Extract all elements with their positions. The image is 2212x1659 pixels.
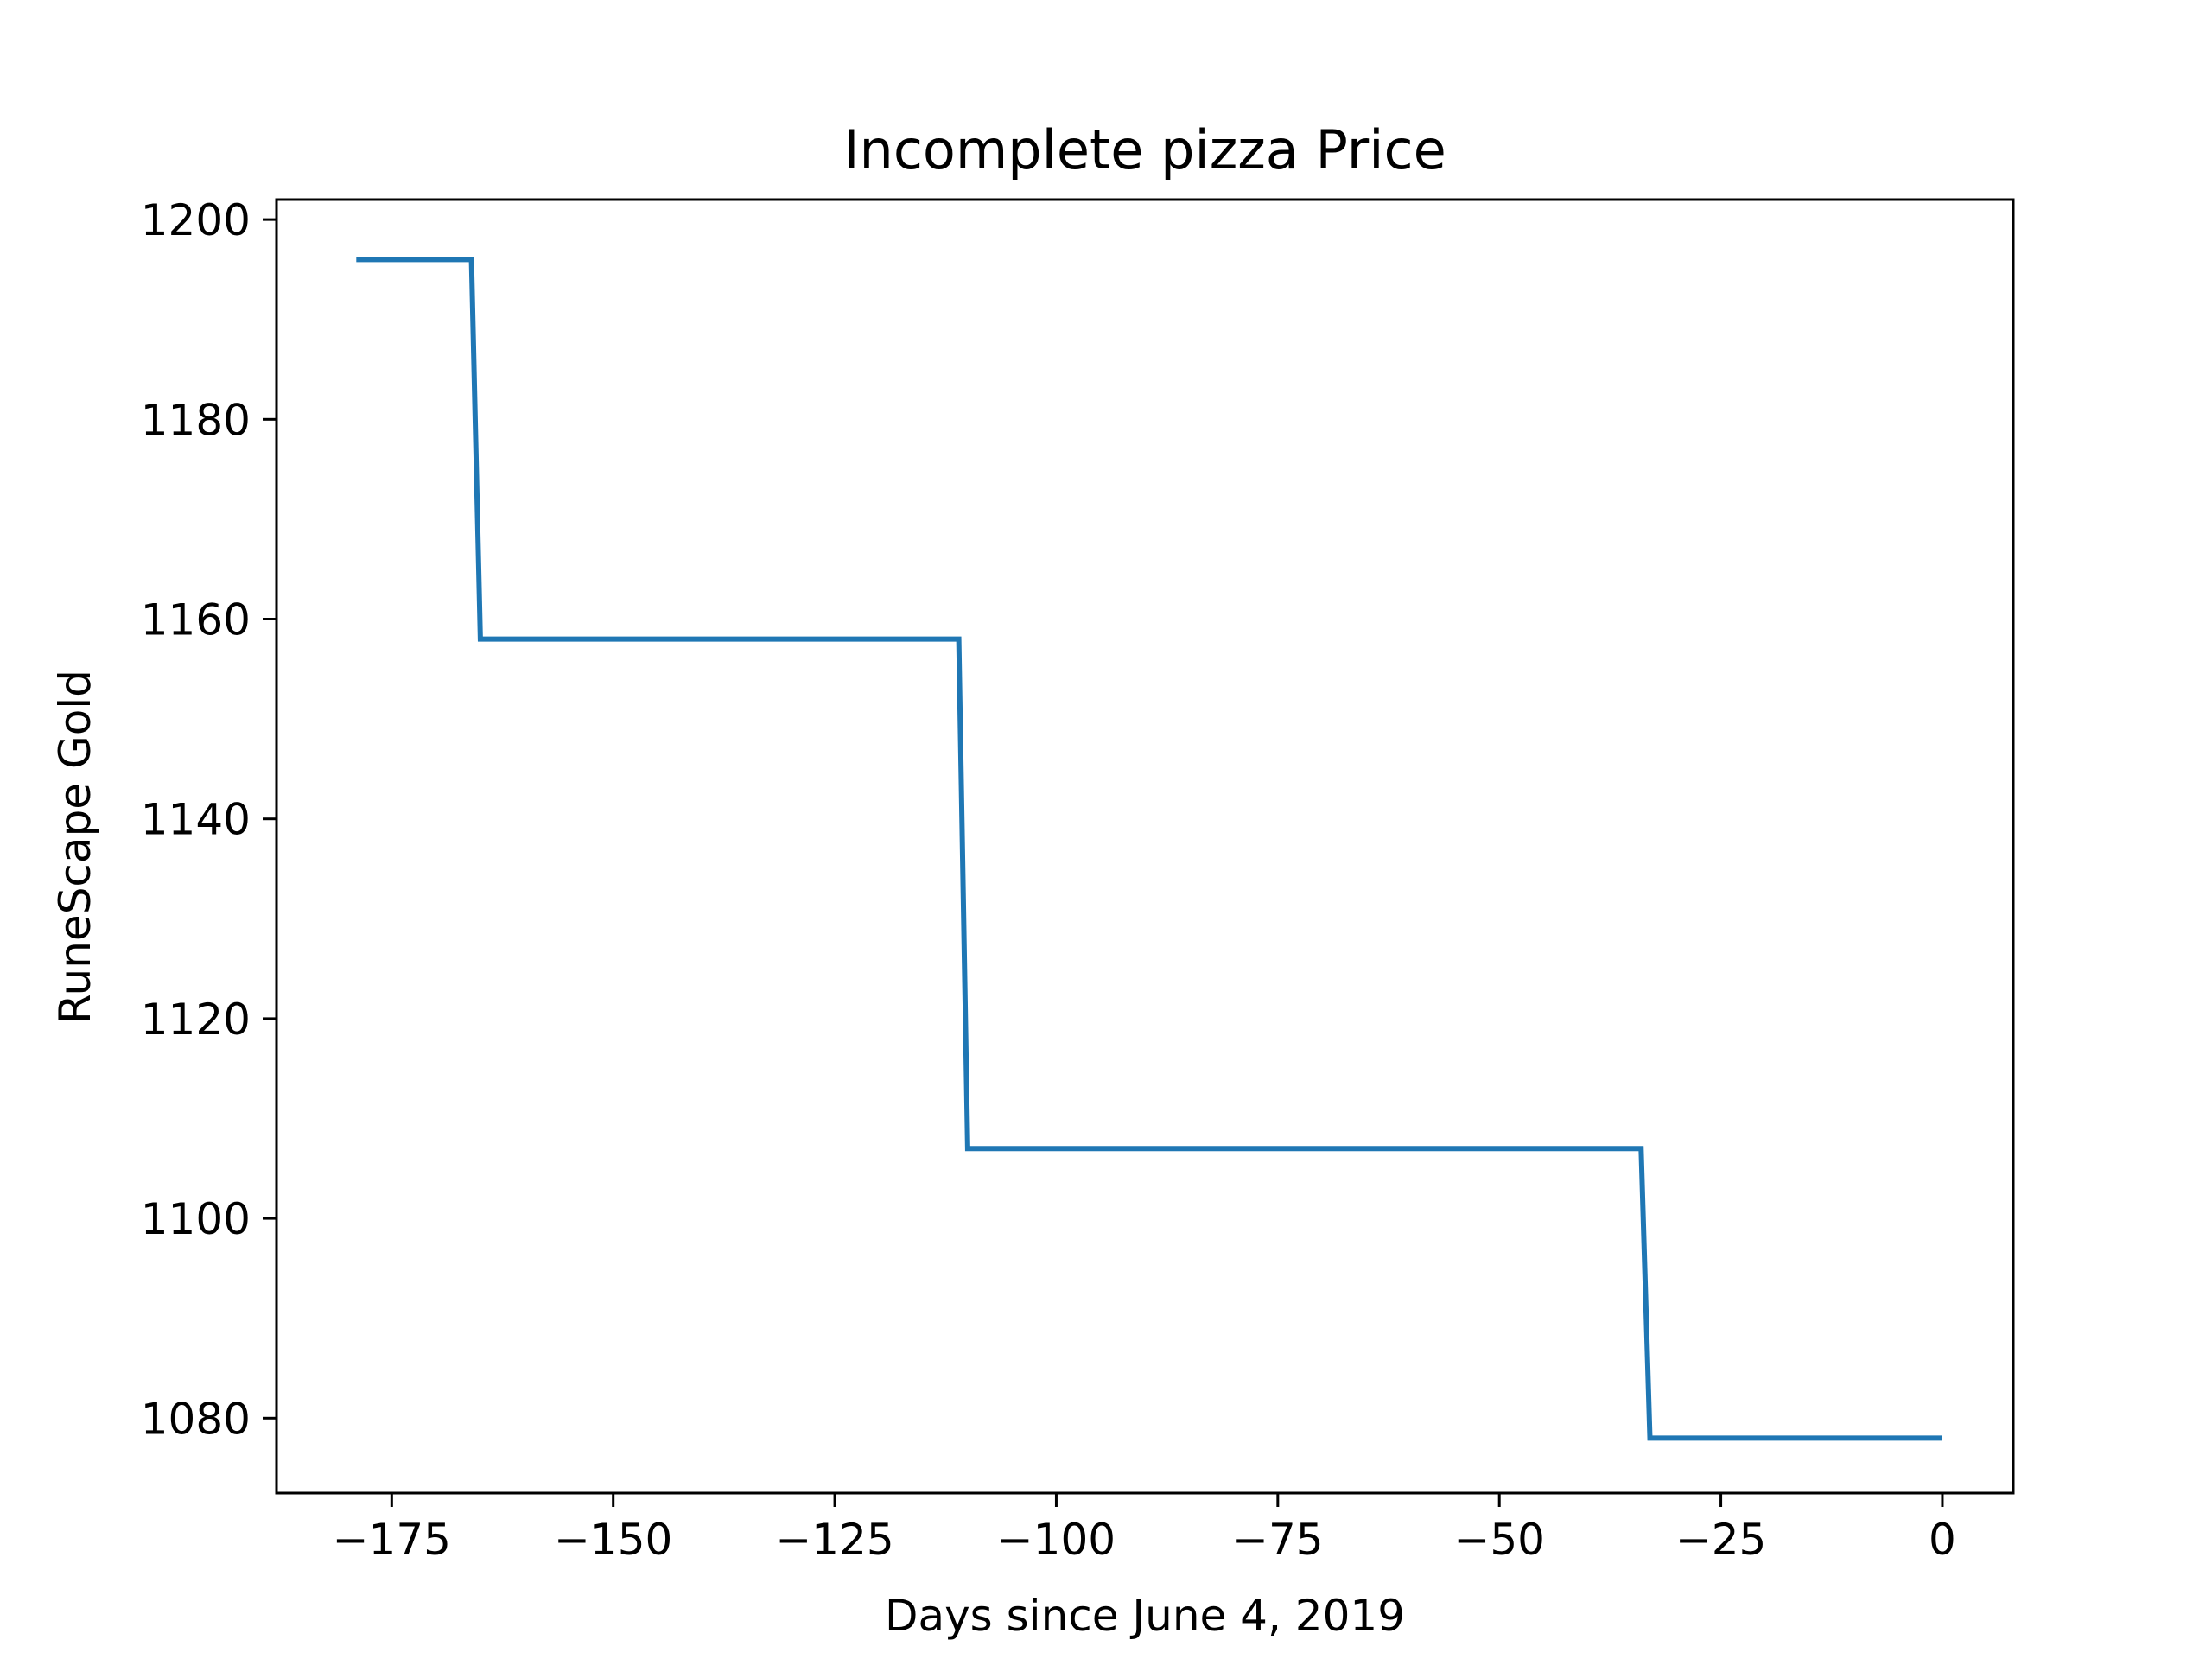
chart-title: Incomplete pizza Price (843, 118, 1446, 181)
x-tick-label: −50 (1453, 1515, 1545, 1565)
y-tick-label: 1140 (141, 795, 251, 845)
x-tick-label: −75 (1232, 1515, 1324, 1565)
y-axis: 1080 1100 1120 1140 1160 1180 1200 (141, 195, 276, 1444)
x-tick-label: −125 (775, 1515, 893, 1565)
x-tick-label: −175 (333, 1515, 451, 1565)
x-tick-label: 0 (1929, 1515, 1956, 1565)
x-axis-label: Days since June 4, 2019 (885, 1591, 1405, 1641)
y-axis-label: RuneScape Gold (50, 670, 100, 1024)
y-tick-label: 1100 (141, 1194, 251, 1244)
price-series-line (356, 257, 1942, 1441)
x-axis: −175 −150 −125 −100 −75 −50 −25 0 (333, 1493, 1956, 1565)
x-tick-label: −150 (554, 1515, 672, 1565)
y-tick-label: 1200 (141, 195, 251, 245)
series-layer (356, 257, 1942, 1441)
y-tick-label: 1120 (141, 995, 251, 1045)
y-tick-label: 1160 (141, 595, 251, 645)
y-tick-label: 1080 (141, 1394, 251, 1444)
y-tick-label: 1180 (141, 395, 251, 445)
x-tick-label: −100 (997, 1515, 1116, 1565)
x-tick-label: −25 (1675, 1515, 1767, 1565)
plot-frame (275, 198, 2015, 1495)
